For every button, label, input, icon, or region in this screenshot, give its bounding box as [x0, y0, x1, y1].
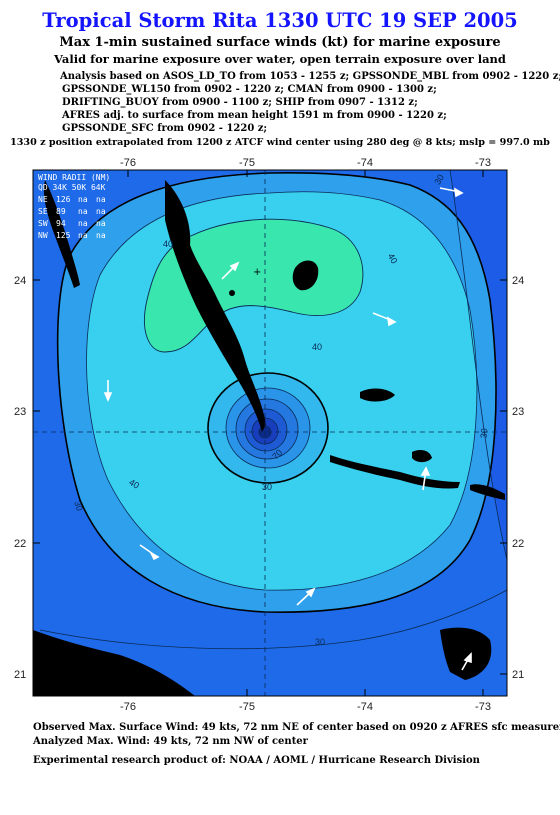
contour-line-30kt: [33, 170, 507, 561]
lon-tick-label: -73: [475, 157, 491, 169]
frame-ticks: [33, 170, 507, 696]
land-rum-cay: [360, 388, 395, 402]
radii-64kt: na: [96, 219, 106, 228]
lon-tick-label: -76: [120, 701, 136, 713]
lat-tick-label: 24: [512, 275, 524, 287]
observed-max-wind: Observed Max. Surface Wind: 49 kts, 72 n…: [33, 722, 560, 733]
contour-label: 30: [478, 428, 489, 439]
contour-line-40kt: [86, 191, 478, 591]
contour-label: 40: [163, 239, 173, 249]
lon-tick-label: -75: [239, 701, 255, 713]
wind-vector-head: [386, 316, 397, 327]
analysis-line: GPSSONDE_SFC from 0902 - 1220 z;: [62, 123, 268, 134]
lat-tick-label: 21: [512, 669, 524, 681]
contour-line-30kt-south: [39, 589, 507, 650]
radii-50kt: na: [78, 219, 88, 228]
contour-label: 30: [262, 482, 272, 492]
analysis-sources: Analysis based on ASOS_LD_TO from 1053 -…: [60, 70, 560, 135]
land-great-inagua: [440, 627, 492, 680]
contour-label: 30: [315, 637, 325, 647]
contour-label: 40: [127, 477, 141, 491]
map-subtitle-validity: Valid for marine exposure over water, op…: [54, 52, 506, 66]
radii-64kt: na: [96, 207, 106, 216]
wind-vector-head: [229, 261, 240, 272]
contour-line-34kt-inner: [207, 372, 329, 484]
contour-label: 40: [312, 342, 322, 352]
lon-tick-label: -74: [357, 157, 373, 169]
radii-50kt: na: [78, 207, 88, 216]
analysis-line: AFRES adj. to surface from mean height 1…: [62, 110, 447, 121]
wind-map: -76 -75 -74 -73 -76 -75 -74 -73 24 23 22…: [14, 157, 524, 713]
lat-tick-label: 23: [512, 406, 524, 418]
radii-64kt: na: [96, 231, 106, 240]
contour-label: 30: [432, 173, 446, 187]
wind-vector-head: [103, 392, 113, 403]
wind-vectors: [103, 187, 472, 671]
radii-34kt: 125: [56, 231, 71, 240]
radii-64kt: na: [96, 195, 106, 204]
radii-quadrant: SW: [38, 219, 48, 228]
lat-tick-label: 22: [14, 538, 26, 550]
lon-tick-label: -73: [475, 701, 491, 713]
land-turks-caicos: [470, 484, 505, 500]
analysis-point-marker: +: [253, 267, 261, 278]
footer: Observed Max. Surface Wind: 49 kts, 72 n…: [33, 721, 560, 768]
radii-34kt: 126: [56, 195, 71, 204]
wind-radii-header: WIND RADII (NM): [38, 173, 110, 182]
map-frame: [32, 169, 508, 697]
contour-label: 30: [72, 499, 85, 512]
wind-radii-row: NW 125 na na: [38, 231, 106, 240]
radii-quadrant: NW: [38, 231, 48, 240]
wind-vector-head: [420, 466, 431, 476]
position-note: 1330 z position extrapolated from 1200 z…: [10, 137, 550, 148]
wind-vector-head: [149, 550, 160, 561]
map-subtitle: Max 1-min sustained surface winds (kt) f…: [59, 35, 501, 50]
wind-radii-row: NE 126 na na: [38, 195, 106, 204]
land-eleuthera-long-island: [165, 180, 266, 432]
analysis-line: DRIFTING_BUOY from 0900 - 1100 z; SHIP f…: [62, 97, 418, 108]
contour-label: 40: [386, 252, 400, 266]
radii-quadrant: SE: [38, 207, 48, 216]
map-title: Tropical Storm Rita 1330 UTC 19 SEP 2005: [42, 9, 518, 32]
wind-radii-row: SW 94 na na: [38, 219, 106, 228]
lon-tick-label: -74: [357, 701, 373, 713]
lat-tick-label: 22: [512, 538, 524, 550]
radii-50kt: na: [78, 195, 88, 204]
radii-50kt: na: [78, 231, 88, 240]
wind-vector-head: [305, 587, 316, 598]
land-andros-exuma: [43, 180, 80, 288]
land-san-salvador: [292, 260, 319, 291]
land-acklins-crooked: [330, 455, 460, 489]
radii-quadrant: NE: [38, 195, 48, 204]
wind-radii-row: SE 89 na na: [38, 207, 106, 216]
radii-34kt: 89: [56, 207, 66, 216]
wind-vector-head: [453, 187, 464, 198]
wind-radii-columns: QD 34K 50K 64K: [38, 183, 106, 192]
analysis-line: Analysis based on ASOS_LD_TO from 1053 -…: [60, 71, 560, 82]
land-cat-island: [229, 290, 235, 296]
credit-line: Experimental research product of: NOAA /…: [33, 755, 480, 766]
lon-tick-label: -76: [120, 157, 136, 169]
analysis-line: GPSSONDE_WL150 from 0902 - 1220 z; CMAN …: [62, 84, 437, 95]
lat-tick-label: 21: [14, 669, 26, 681]
contour-50-region: [144, 218, 364, 353]
radii-34kt: 94: [56, 219, 66, 228]
land-cuba-west: [33, 630, 195, 696]
land-mayaguana: [412, 450, 432, 463]
lat-tick-label: 23: [14, 406, 26, 418]
lon-tick-label: -75: [239, 157, 255, 169]
lat-tick-label: 24: [14, 275, 26, 287]
analyzed-max-wind: Analyzed Max. Wind: 49 kts, 72 nm NW of …: [33, 736, 308, 747]
wind-radii-table: WIND RADII (NM) QD 34K 50K 64K NE 126 na…: [38, 173, 110, 240]
wind-vector-head: [463, 652, 472, 664]
